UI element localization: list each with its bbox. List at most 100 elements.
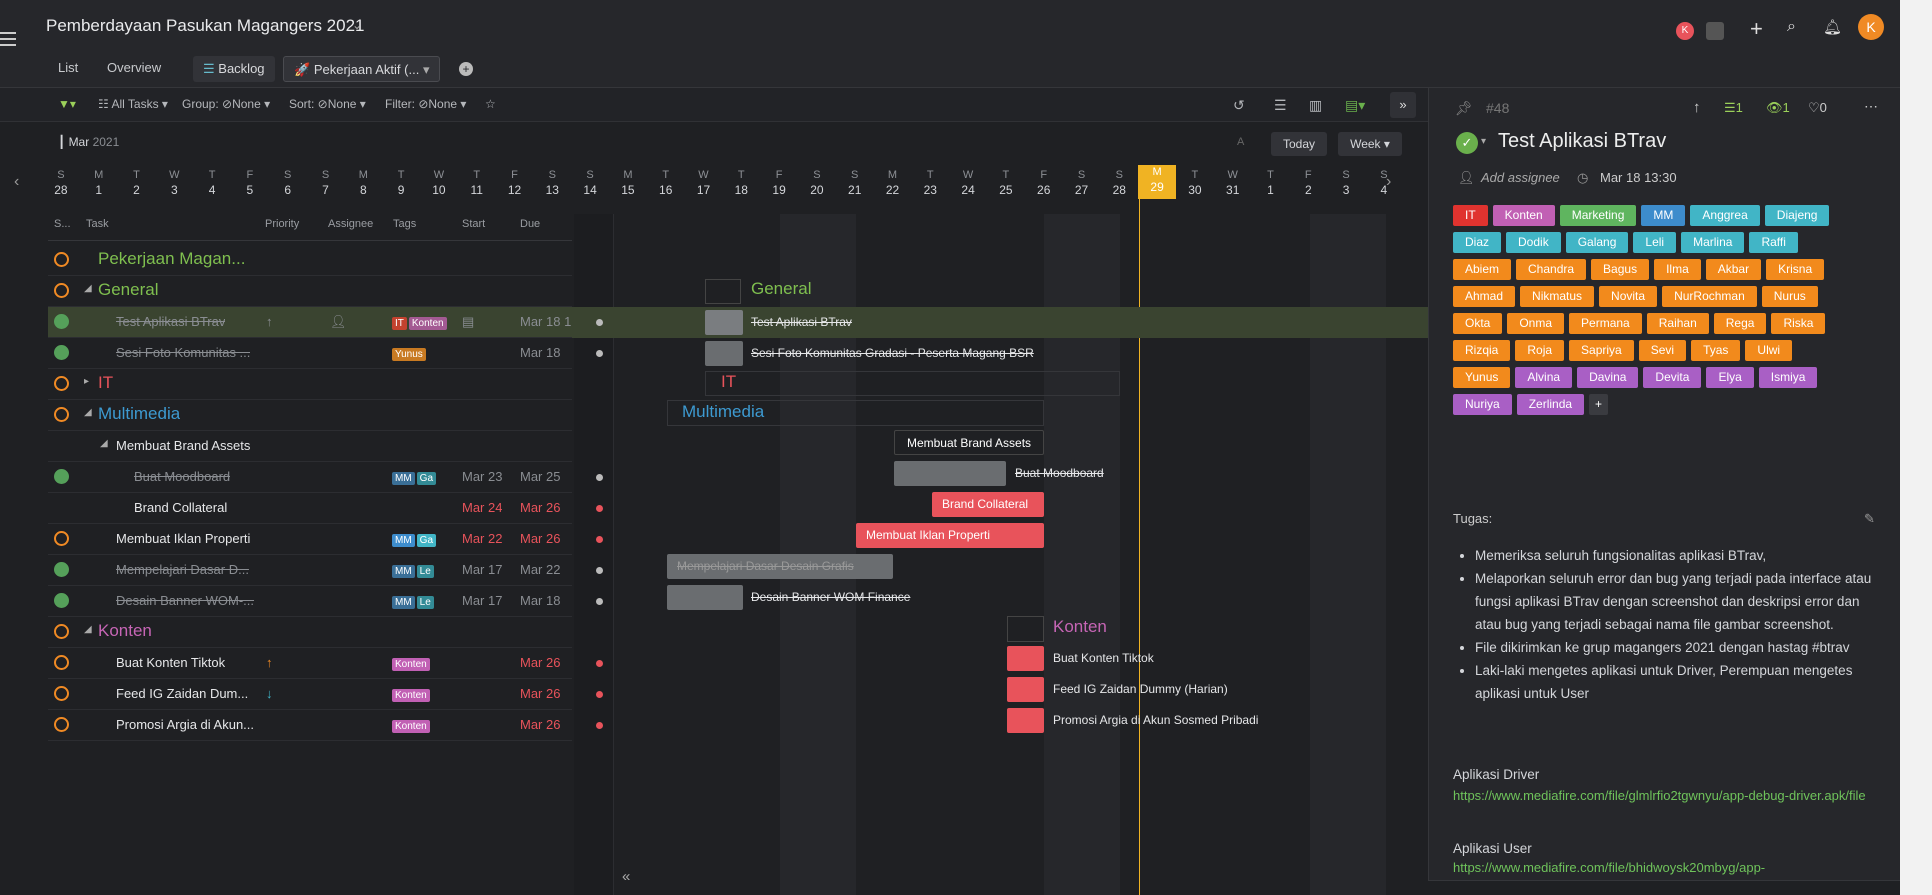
all-tasks-dropdown[interactable]: ☷ All Tasks ▾ bbox=[98, 97, 168, 111]
gantt-bar[interactable]: Brand Collateral bbox=[932, 492, 1044, 517]
gantt-bar[interactable]: Membuat Iklan Properti bbox=[856, 523, 1044, 548]
add-assignee[interactable]: Add assignee bbox=[1481, 170, 1560, 185]
due-date[interactable]: Mar 18 13:30 bbox=[1600, 170, 1677, 185]
tag-chip[interactable]: Diaz bbox=[1453, 232, 1502, 253]
gantt-icon[interactable]: ▤▾ bbox=[1345, 97, 1366, 113]
table-row[interactable]: ◢ Membuat Brand Assets bbox=[48, 431, 572, 462]
user-avatar[interactable]: K bbox=[1858, 14, 1884, 40]
col-tags[interactable]: Tags bbox=[393, 218, 417, 230]
next-arrow-icon[interactable]: › bbox=[1386, 173, 1392, 190]
assignee-icon[interactable]: 👤︎ bbox=[330, 314, 347, 329]
prev-arrow-icon[interactable]: ‹ bbox=[14, 173, 20, 190]
arrow-up-icon[interactable]: ↑ bbox=[1693, 99, 1701, 116]
status-dropdown-icon[interactable]: ▾ bbox=[1481, 136, 1487, 147]
tag-chip[interactable]: Konten bbox=[1492, 205, 1555, 226]
comment-bar[interactable] bbox=[1428, 880, 1900, 895]
col-assignee[interactable]: Assignee bbox=[328, 218, 374, 230]
tag-chip[interactable]: Novita bbox=[1599, 286, 1658, 307]
status-icon[interactable] bbox=[54, 376, 69, 391]
watchers-counter[interactable]: 👁︎1 bbox=[1766, 100, 1790, 115]
status-icon[interactable] bbox=[54, 717, 69, 732]
table-row[interactable]: ▸ IT bbox=[48, 369, 572, 400]
tag-chip[interactable]: Krisna bbox=[1766, 259, 1825, 280]
tab-active-work[interactable]: 🚀 Pekerjaan Aktif (... ▾ bbox=[283, 56, 441, 82]
driver-link[interactable]: https://www.mediafire.com/file/glmlrfio2… bbox=[1453, 788, 1866, 803]
list-icon[interactable]: ☰ bbox=[1274, 97, 1287, 113]
tag-chip[interactable]: Davina bbox=[1577, 367, 1639, 388]
tag-chip[interactable]: Chandra bbox=[1516, 259, 1587, 280]
tag-chip[interactable]: Raffi bbox=[1749, 232, 1798, 253]
week-dropdown[interactable]: Week ▾ bbox=[1338, 132, 1402, 156]
tag-chip[interactable]: MM bbox=[1641, 205, 1686, 226]
pin-icon[interactable]: 📌︎ bbox=[1455, 100, 1473, 116]
tag-chip[interactable]: Riska bbox=[1771, 313, 1826, 334]
status-icon[interactable] bbox=[54, 624, 69, 639]
gantt-bar[interactable] bbox=[1007, 708, 1044, 733]
check-icon[interactable] bbox=[54, 593, 69, 608]
edit-icon[interactable]: ✎ bbox=[1864, 511, 1875, 526]
likes-counter[interactable]: ♡0 bbox=[1808, 100, 1827, 115]
tag-chip[interactable]: Devita bbox=[1643, 367, 1702, 388]
tag-chip[interactable]: Elya bbox=[1706, 367, 1754, 388]
group-dropdown[interactable]: Group: ⊘None ▾ bbox=[182, 97, 271, 111]
col-due[interactable]: Due bbox=[520, 218, 541, 230]
check-icon[interactable] bbox=[54, 345, 69, 360]
tag-chip[interactable]: Sevi bbox=[1638, 340, 1687, 361]
collapse-left-icon[interactable]: « bbox=[622, 868, 631, 885]
tab-overview[interactable]: Overview bbox=[107, 60, 162, 75]
status-icon[interactable] bbox=[54, 655, 69, 670]
add-view-icon[interactable]: + bbox=[459, 62, 473, 76]
filter-dropdown[interactable]: Filter: ⊘None ▾ bbox=[385, 97, 467, 111]
user-link[interactable]: https://www.mediafire.com/file/bhidwoysk… bbox=[1453, 860, 1766, 875]
priority-up-icon[interactable]: ↑ bbox=[266, 314, 273, 329]
status-icon[interactable] bbox=[54, 531, 69, 546]
tag-chip[interactable]: Permana bbox=[1569, 313, 1642, 334]
table-row[interactable]: ◢ Multimedia bbox=[48, 400, 572, 431]
priority-down-icon[interactable]: ↓ bbox=[266, 686, 273, 701]
project-title[interactable]: Pemberdayaan Pasukan Magangers 2021 bbox=[46, 16, 365, 35]
assignee-icon[interactable]: 👤︎ bbox=[1458, 170, 1475, 185]
gantt-bar[interactable] bbox=[705, 310, 743, 335]
gantt-bar[interactable] bbox=[667, 585, 743, 610]
tag-chip[interactable]: Rega bbox=[1713, 313, 1767, 334]
gantt-bar[interactable] bbox=[894, 461, 1006, 486]
more-icon[interactable]: ⋯ bbox=[1864, 98, 1878, 114]
status-icon[interactable] bbox=[54, 407, 69, 422]
table-row[interactable]: Pekerjaan Magan... bbox=[48, 245, 572, 276]
check-icon[interactable] bbox=[54, 562, 69, 577]
collapse-panel-button[interactable]: » bbox=[1390, 92, 1416, 118]
tag-chip[interactable]: Bagus bbox=[1591, 259, 1650, 280]
filter-icon[interactable]: ▼▾ bbox=[58, 97, 76, 111]
priority-up-icon[interactable]: ↑ bbox=[266, 655, 273, 670]
gantt-bar[interactable]: Mempelajari Dasar Desain Grafis bbox=[667, 554, 893, 579]
tag-chip[interactable]: IT bbox=[1453, 205, 1488, 226]
tag-chip[interactable]: Roja bbox=[1515, 340, 1565, 361]
col-priority[interactable]: Priority bbox=[265, 218, 300, 230]
tag-chip[interactable]: Ahmad bbox=[1453, 286, 1516, 307]
tag-chip[interactable]: Yunus bbox=[1453, 367, 1511, 388]
tag-chip[interactable]: Ismiya bbox=[1758, 367, 1818, 388]
tag-chip[interactable]: Leli bbox=[1633, 232, 1677, 253]
gantt-bar[interactable] bbox=[1007, 677, 1044, 702]
table-row[interactable]: Buat Moodboard MM Ga Mar 23 Mar 25 bbox=[48, 462, 572, 493]
tag-chip[interactable]: Dodik bbox=[1506, 232, 1561, 253]
tag-chip[interactable]: Marketing bbox=[1559, 205, 1637, 226]
table-row[interactable]: Brand Collateral Mar 24 Mar 26 bbox=[48, 493, 572, 524]
tag-chip[interactable]: Raihan bbox=[1646, 313, 1709, 334]
star-icon[interactable]: ☆ bbox=[485, 97, 496, 111]
check-icon[interactable] bbox=[54, 314, 69, 329]
tag-chip[interactable]: Nurus bbox=[1761, 286, 1818, 307]
table-row[interactable]: Buat Konten Tiktok ↑ Konten Mar 26 bbox=[48, 648, 572, 679]
check-icon[interactable] bbox=[54, 469, 69, 484]
tag-chip[interactable]: Ulwi bbox=[1745, 340, 1793, 361]
chevron-down-icon[interactable]: ⌄ bbox=[352, 18, 363, 32]
table-row[interactable]: Mempelajari Dasar D... MM Le Mar 17 Mar 22 bbox=[48, 555, 572, 586]
col-start[interactable]: Start bbox=[462, 218, 486, 230]
tag-chip[interactable]: Akbar bbox=[1705, 259, 1762, 280]
tag-chip[interactable]: Tyas bbox=[1691, 340, 1741, 361]
add-icon[interactable]: + bbox=[1750, 16, 1763, 41]
tab-list[interactable]: List bbox=[58, 60, 79, 75]
status-icon[interactable] bbox=[54, 252, 69, 267]
avatar-badge[interactable]: K bbox=[1676, 22, 1694, 40]
tag-chip[interactable]: Alvina bbox=[1515, 367, 1573, 388]
